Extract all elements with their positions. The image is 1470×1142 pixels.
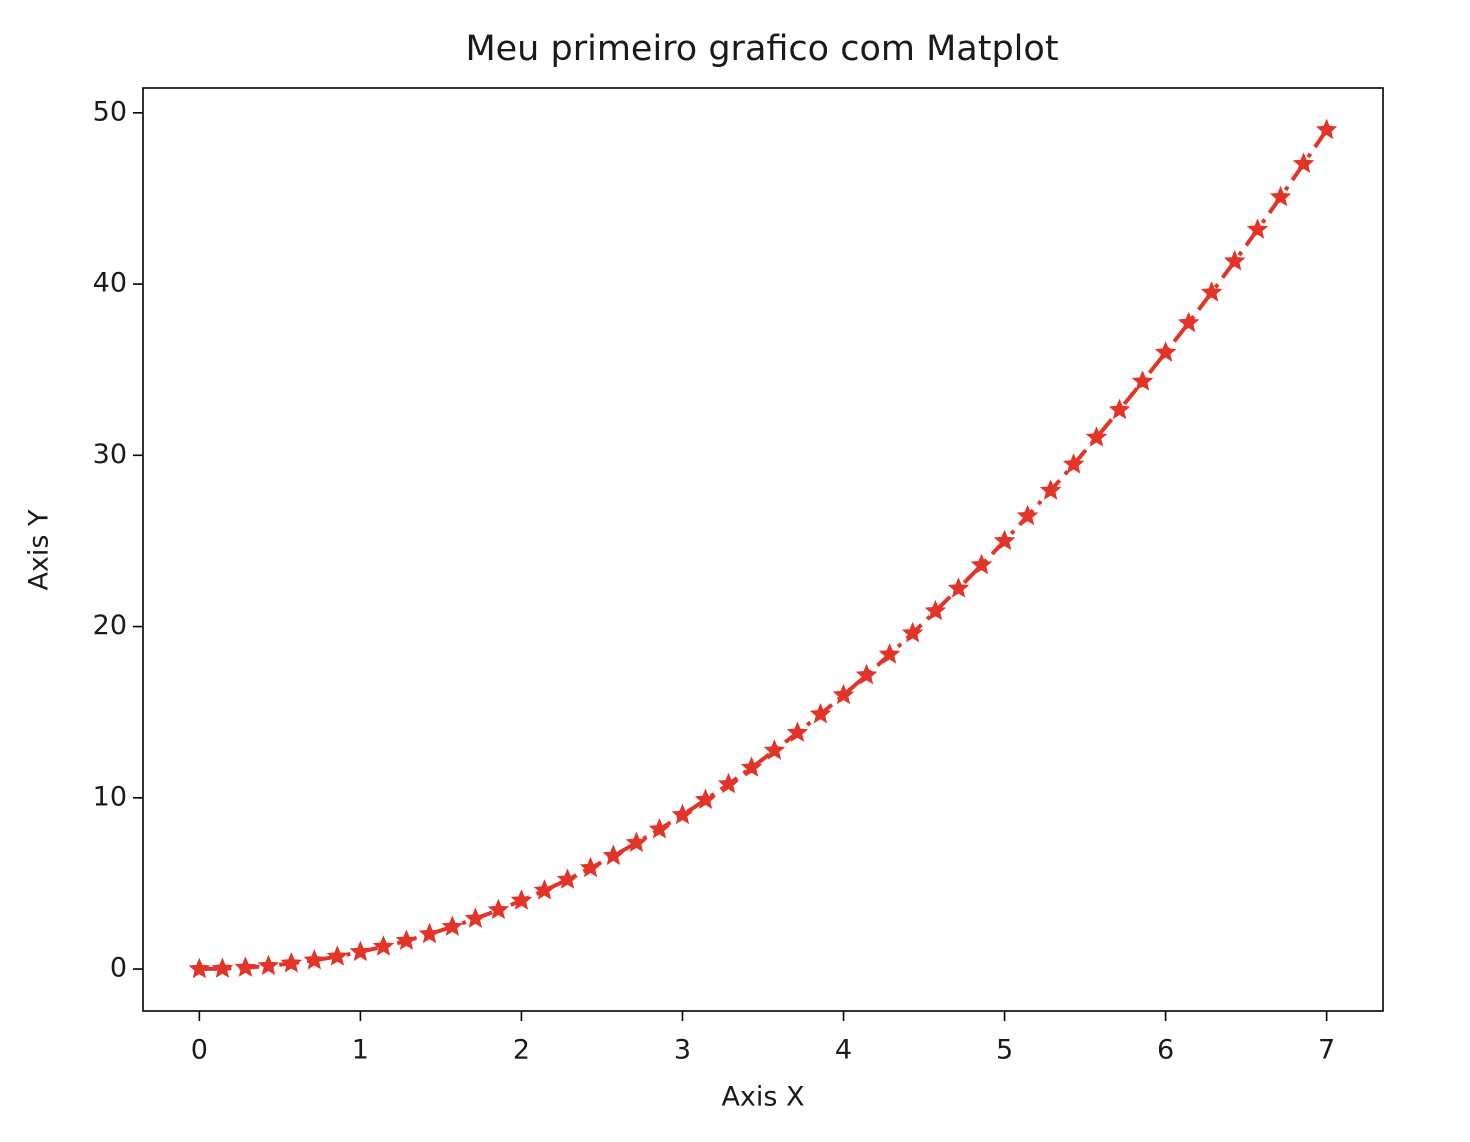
data-marker [625, 831, 648, 852]
data-marker [1223, 249, 1246, 271]
data-marker [786, 721, 809, 742]
data-marker [1039, 479, 1062, 500]
y-tick-label: 0 [110, 953, 127, 984]
data-marker [1085, 426, 1108, 447]
x-tick-label: 3 [674, 1035, 691, 1066]
data-marker [1315, 118, 1338, 140]
y-tick-label: 10 [93, 781, 127, 812]
data-marker [1269, 185, 1292, 207]
data-marker [1131, 370, 1154, 391]
x-tick-label: 1 [352, 1035, 369, 1066]
data-marker [740, 756, 763, 777]
x-tick-label: 0 [191, 1035, 208, 1066]
data-marker [1016, 504, 1039, 526]
data-marker [1062, 453, 1085, 474]
y-tick-label: 40 [93, 268, 127, 299]
data-marker [234, 956, 257, 977]
x-tick-label: 4 [835, 1035, 852, 1066]
x-axis-label: Axis X [721, 1082, 804, 1113]
data-marker [901, 621, 924, 643]
data-marker [441, 915, 464, 936]
data-marker [993, 529, 1016, 551]
data-marker [947, 577, 970, 598]
data-marker [878, 643, 901, 664]
data-marker [1177, 311, 1200, 333]
data-marker [533, 879, 556, 900]
data-marker [188, 957, 211, 979]
data-marker [280, 952, 303, 973]
data-marker [1154, 341, 1177, 362]
data-marker [602, 844, 625, 865]
y-axis-label: Axis Y [24, 509, 55, 591]
data-marker [694, 788, 717, 810]
data-marker [1200, 281, 1223, 302]
data-marker [671, 803, 694, 825]
data-marker [303, 949, 326, 970]
x-tick-label: 2 [513, 1035, 530, 1066]
y-tick-label: 30 [93, 439, 127, 470]
plot-frame [142, 87, 1384, 1012]
data-marker [372, 935, 395, 956]
data-marker [1292, 152, 1315, 174]
data-marker [1108, 398, 1131, 420]
data-marker [579, 856, 602, 878]
data-marker [855, 663, 878, 685]
data-marker [924, 599, 947, 621]
y-tick-label: 20 [93, 610, 127, 641]
data-marker [809, 702, 832, 724]
data-marker [487, 898, 510, 920]
y-tick-label: 50 [93, 96, 127, 127]
data-marker [349, 940, 372, 962]
data-marker [257, 954, 280, 976]
data-marker [648, 818, 671, 839]
data-marker [395, 929, 418, 950]
data-marker [763, 739, 786, 760]
data-marker [717, 772, 740, 794]
data-marker [832, 683, 855, 705]
data-marker [211, 957, 234, 978]
x-tick-label: 5 [996, 1035, 1013, 1066]
data-marker [326, 945, 349, 966]
data-line [199, 128, 1329, 972]
data-marker [510, 889, 533, 910]
x-tick-label: 7 [1318, 1035, 1335, 1066]
data-marker [1246, 218, 1269, 239]
x-tick-label: 6 [1157, 1035, 1174, 1066]
data-marker [556, 868, 579, 889]
data-marker [418, 922, 441, 944]
chart-title: Meu primeiro grafico com Matplot [465, 29, 1058, 69]
data-marker [464, 907, 487, 928]
data-marker [970, 553, 993, 575]
